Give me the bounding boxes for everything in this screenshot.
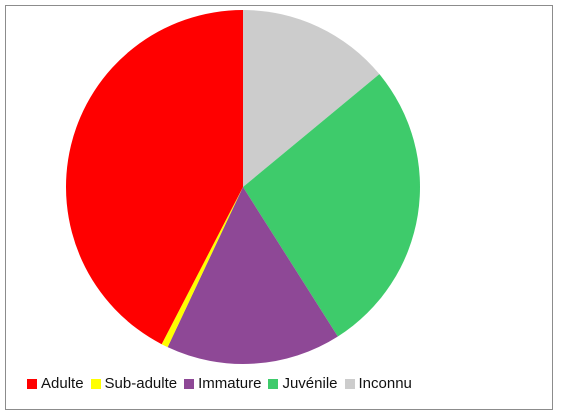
legend-swatch [344,378,355,389]
legend-item-inconnu: Inconnu [344,375,412,392]
pie-chart [65,9,420,364]
legend-item-immature: Immature [184,375,261,392]
pie-slice-immature [167,187,338,364]
legend-item-sub-adulte: Sub-adulte [90,375,178,392]
legend-label: Immature [198,375,262,392]
legend-swatch [90,378,101,389]
legend-label: Sub-adulte [104,375,178,392]
chart-frame: Adulte Sub-adulte Immature Juvénile Inconnu [5,5,553,410]
legend-item-juv-nile: Juvénile [268,375,338,392]
legend-swatch [268,378,279,389]
pie-slice-adulte [65,9,243,345]
legend-swatch [27,378,37,389]
legend-item-adulte: Adulte [27,375,84,392]
legend-label: Juvénile [282,375,338,392]
pie-slice-inconnu [243,10,380,187]
legend-label: Inconnu [358,375,412,392]
pie-slice-juv-nile [243,74,420,337]
legend-swatch [184,378,195,389]
chart-legend: Adulte Sub-adulte Immature Juvénile Inconnu [27,375,419,392]
legend-label: Adulte [41,375,84,392]
pie-slice-sub-adulte [161,187,243,348]
